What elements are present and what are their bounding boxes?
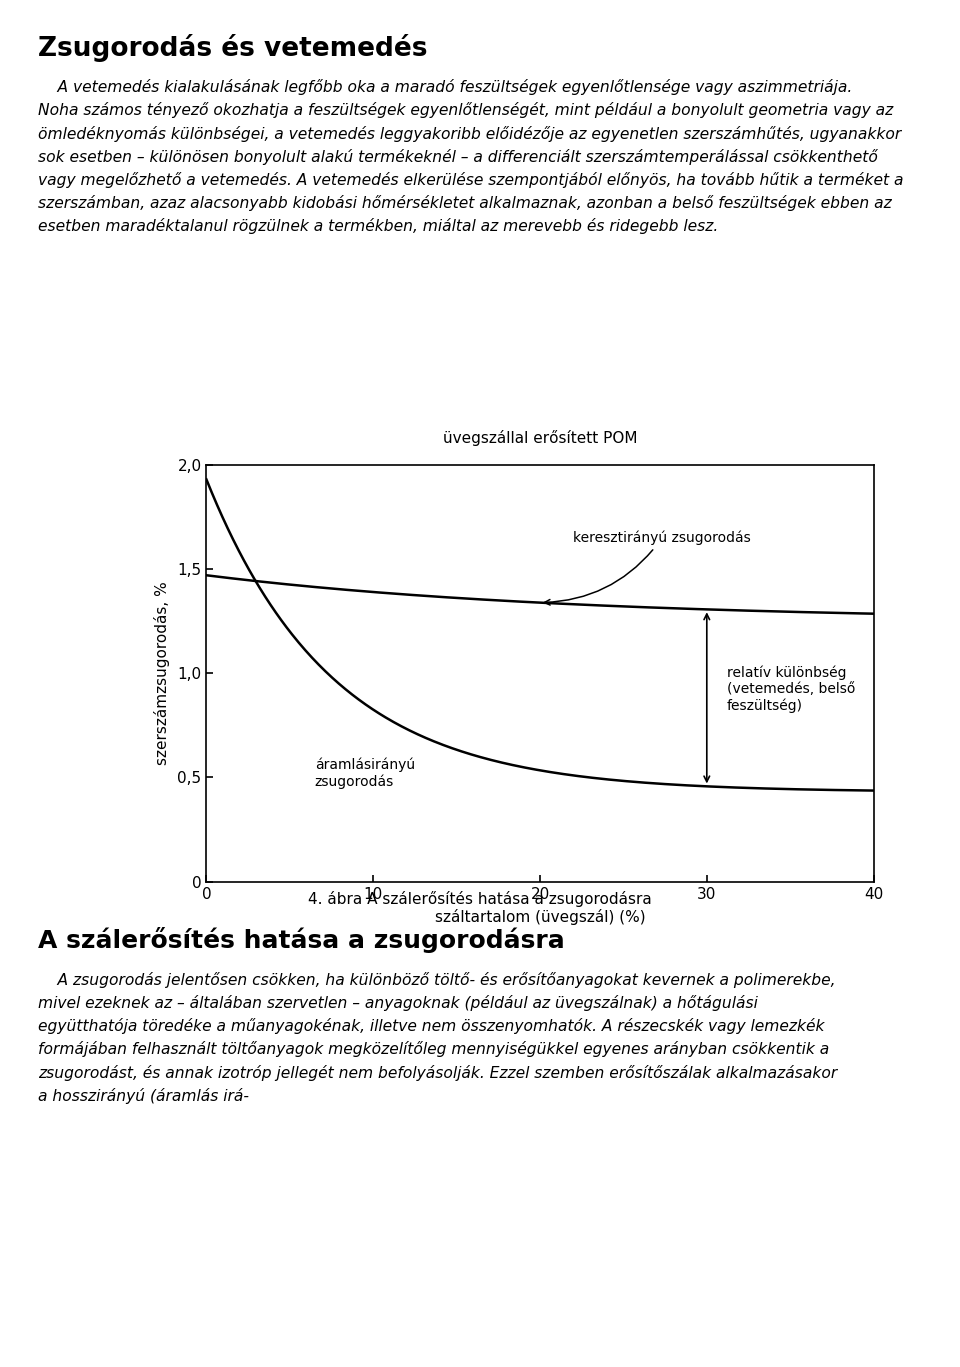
Text: 4. ábra A szálerősítés hatása a zsugorodásra: 4. ábra A szálerősítés hatása a zsugorod… — [308, 891, 652, 908]
X-axis label: száltartalom (üvegszál) (%): száltartalom (üvegszál) (%) — [435, 909, 645, 924]
Text: keresztirányú zsugorodás: keresztirányú zsugorodás — [544, 530, 751, 606]
Y-axis label: szerszámzsugorodás, %: szerszámzsugorodás, % — [155, 581, 171, 766]
Text: relatív különbség
(vetemedés, belső
feszültség): relatív különbség (vetemedés, belső fesz… — [727, 666, 855, 714]
Text: üvegszállal erősített POM: üvegszállal erősített POM — [443, 431, 637, 446]
Text: A zsugorodás jelentősen csökken, ha különböző töltő- és erősítőanyagokat keverne: A zsugorodás jelentősen csökken, ha külö… — [38, 972, 838, 1103]
Text: A szálerősítés hatása a zsugorodásra: A szálerősítés hatása a zsugorodásra — [38, 927, 565, 953]
Text: áramlásirányú
zsugorodás: áramlásirányú zsugorodás — [315, 757, 415, 789]
Text: A vetemedés kialakulásának legfőbb oka a maradó feszültségek egyenlőtlensége vag: A vetemedés kialakulásának legfőbb oka a… — [38, 79, 904, 234]
Text: Zsugorodás és vetemedés: Zsugorodás és vetemedés — [38, 34, 428, 62]
